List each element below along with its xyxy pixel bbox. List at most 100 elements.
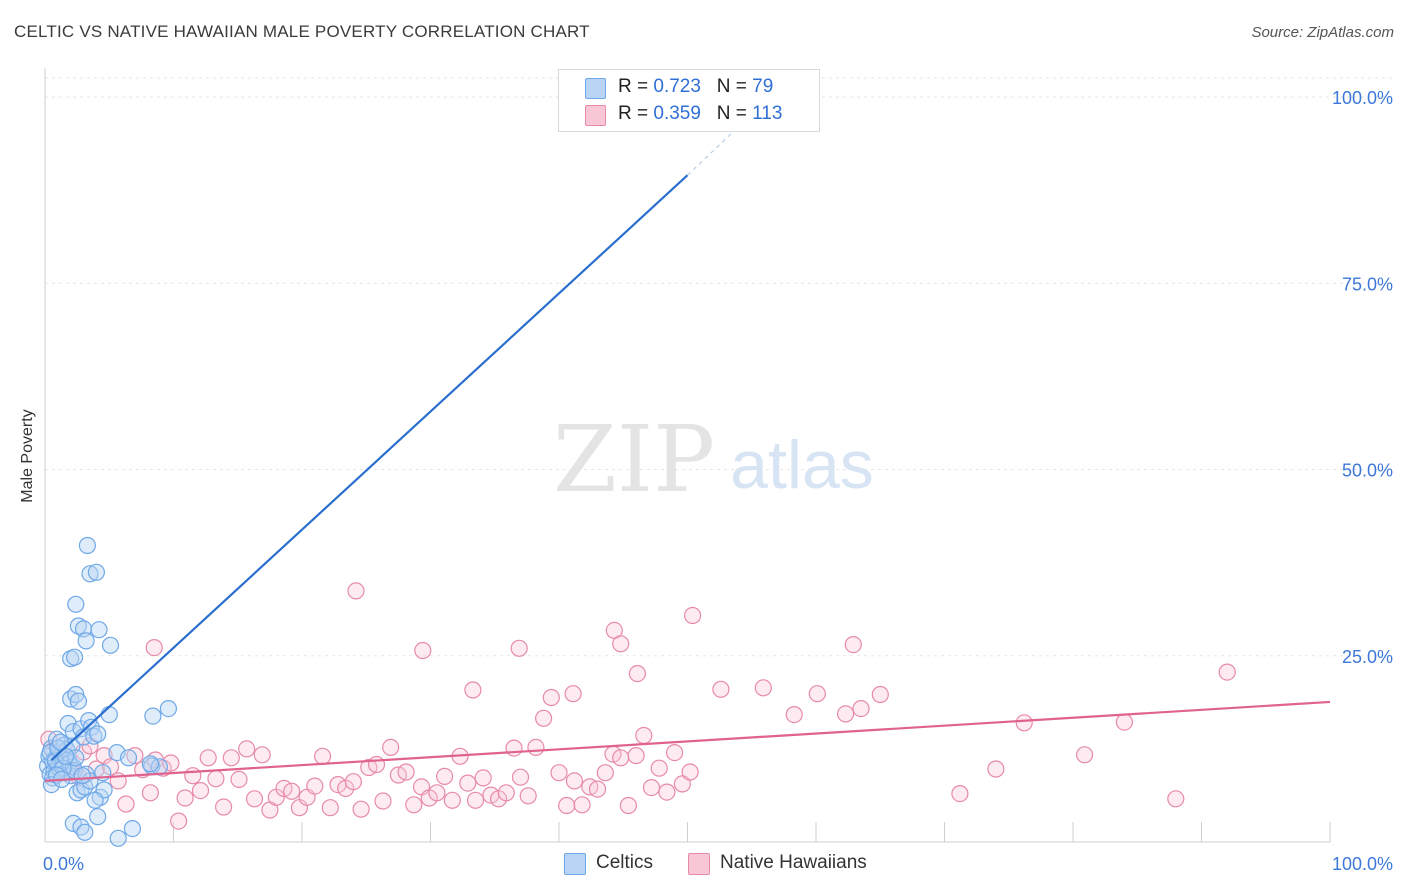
y-tick-label-75: 75.0%	[1342, 274, 1393, 294]
celtics-point-41	[69, 617, 88, 635]
native-hawaiians-point-71	[558, 796, 576, 815]
correlation-legend: R = 0.723 N = 79 R = 0.359 N = 113	[558, 69, 820, 132]
celtics-point-51	[100, 705, 118, 724]
celtics-legend-swatch	[564, 853, 586, 875]
native-hawaiians-point-111	[1218, 663, 1236, 681]
native-hawaiians-point-91	[464, 681, 482, 699]
native-hawaiians-point-93	[564, 685, 582, 703]
native-hawaiians-point-24	[199, 749, 217, 767]
native-hawaiians-point-112	[852, 699, 870, 718]
celtics-point-78	[73, 767, 91, 785]
legend-native-hawaiians-text: R = 0.359 N = 113	[618, 103, 783, 124]
native-hawaiians-point-78	[612, 749, 630, 767]
native-hawaiians-point-58	[459, 774, 477, 792]
native-hawaiians-point-28	[230, 770, 248, 789]
native-hawaiians-point-97	[683, 606, 702, 625]
native-hawaiians-point-30	[245, 790, 264, 808]
native-hawaiians-point-89	[347, 582, 365, 600]
native-hawaiians-point-67	[527, 738, 545, 757]
grid-lines	[45, 77, 1395, 657]
native-hawaiians-point-25	[207, 770, 225, 788]
native-hawaiians-point-106	[987, 760, 1005, 778]
native-hawaiians-point-88	[145, 638, 163, 657]
y-tick-label-50: 50.0%	[1342, 461, 1393, 481]
native-hawaiians-point-110	[1167, 790, 1185, 808]
native-hawaiians-point-65	[511, 768, 530, 786]
native-hawaiians-point-48	[382, 738, 400, 757]
native-hawaiians-point-47	[374, 792, 392, 810]
native-hawaiians-point-56	[443, 791, 461, 809]
celtics-point-38	[80, 711, 98, 730]
celtics-point-67	[86, 791, 104, 809]
native-hawaiians-point-16	[141, 784, 159, 802]
celtics-point-40	[67, 595, 85, 613]
native-hawaiians-point-75	[588, 780, 607, 798]
native-hawaiians-point-35	[283, 782, 301, 800]
native-hawaiians-point-107	[1015, 714, 1033, 732]
native-hawaiians-point-83	[650, 759, 668, 777]
native-hawaiians-point-104	[871, 685, 889, 704]
native-hawaiians-point-72	[565, 772, 584, 790]
native-hawaiians-point-73	[573, 796, 591, 814]
native-hawaiians-point-69	[542, 688, 560, 707]
native-hawaiians-point-20	[170, 812, 188, 830]
native-hawaiians-point-22	[184, 767, 202, 785]
native-hawaiians-point-60	[474, 769, 492, 787]
celtics-point-73	[123, 819, 141, 838]
native-hawaiians-point-86	[673, 775, 692, 793]
native-hawaiians-point-54	[428, 784, 446, 802]
native-hawaiians-point-108	[1075, 746, 1094, 764]
native-hawaiians-point-59	[466, 791, 485, 809]
native-hawaiians-point-55	[436, 767, 454, 786]
celtics-point-55	[119, 749, 138, 767]
chart-title: CELTIC VS NATIVE HAWAIIAN MALE POVERTY C…	[14, 22, 590, 41]
celtics-point-59	[159, 699, 177, 718]
celtics-point-70	[76, 823, 94, 841]
native-hawaiians-point-99	[754, 679, 772, 697]
chart-source: Source: ZipAtlas.com	[1251, 24, 1394, 41]
celtics-legend-label: Celtics	[596, 852, 654, 873]
native-hawaiians-point-105	[951, 784, 969, 803]
axes	[44, 68, 1331, 843]
native-hawaiians-point-50	[397, 763, 415, 781]
native-hawaiians-point-109	[1115, 713, 1134, 731]
native-hawaiians-swatch	[585, 105, 606, 126]
native-hawaiians-point-39	[314, 747, 332, 765]
native-hawaiians-point-76	[596, 764, 614, 782]
native-hawaiians-legend-label: Native Hawaiians	[720, 852, 867, 873]
native-hawaiians-point-46	[367, 755, 386, 774]
native-hawaiians-point-26	[215, 798, 233, 816]
celtics-point-30	[59, 714, 77, 733]
native-hawaiians-trendline	[44, 700, 1331, 783]
native-hawaiians-point-13	[117, 795, 135, 813]
celtics-point-53	[89, 725, 107, 743]
celtics-points	[38, 536, 177, 847]
tick-labels: 25.0% 50.0% 75.0% 100.0% 0.0% 100.0%	[43, 88, 1393, 874]
watermark-atlas: atlas	[730, 427, 874, 503]
x-tick-label-min: 0.0%	[43, 854, 84, 874]
celtics-point-33	[67, 685, 85, 704]
celtics-point-48	[101, 636, 120, 654]
native-hawaiians-point-21	[176, 789, 194, 807]
y-tick-label-100: 100.0%	[1332, 88, 1393, 108]
celtics-point-47	[90, 621, 108, 639]
celtics-point-45	[81, 565, 99, 583]
celtics-point-71	[89, 808, 107, 826]
native-hawaiians-point-51	[405, 796, 423, 814]
native-hawaiians-point-38	[306, 777, 324, 795]
native-hawaiians-point-31	[253, 746, 271, 764]
native-hawaiians-point-8	[81, 737, 99, 755]
native-hawaiians-point-14	[126, 746, 144, 765]
native-hawaiians-point-100	[785, 705, 803, 724]
native-hawaiians-point-70	[550, 764, 568, 782]
native-hawaiians-point-66	[519, 787, 537, 805]
native-hawaiians-point-103	[844, 635, 862, 654]
celtics-trendline	[50, 174, 689, 761]
celtics-point-50	[65, 648, 84, 666]
native-hawaiians-point-84	[658, 783, 676, 801]
native-hawaiians-point-63	[497, 784, 515, 802]
native-hawaiians-point-87	[681, 763, 699, 781]
native-hawaiians-point-44	[352, 800, 370, 818]
celtics-point-34	[69, 692, 88, 710]
